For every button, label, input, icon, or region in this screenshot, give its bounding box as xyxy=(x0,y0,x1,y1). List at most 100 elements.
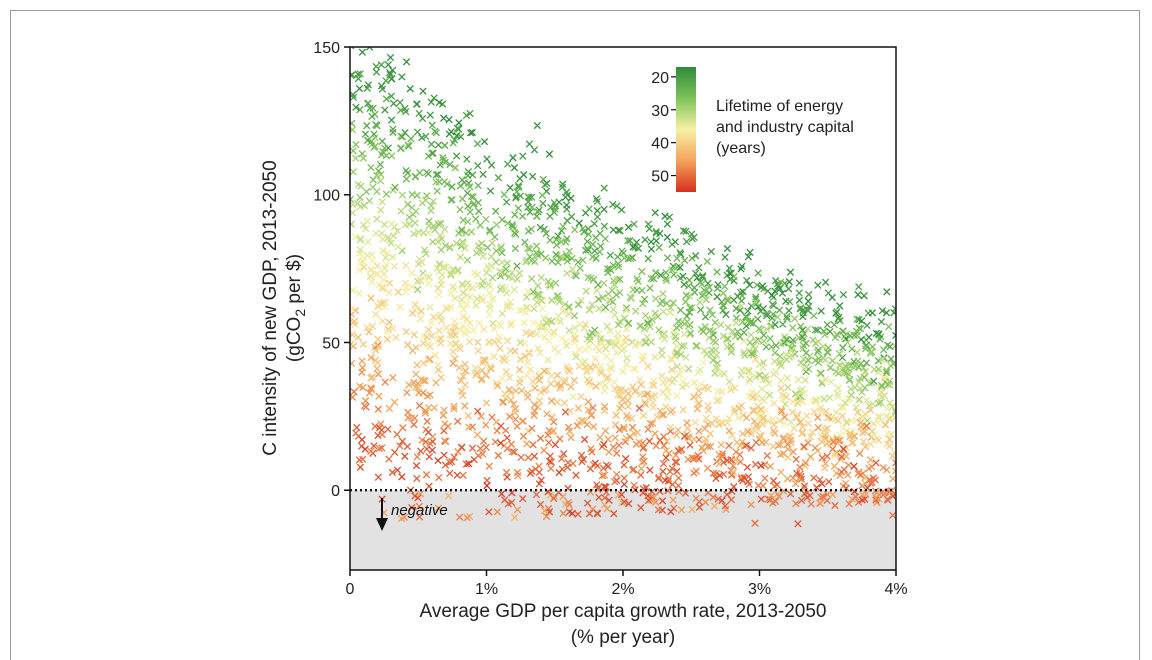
scatter-marker-group xyxy=(353,180,720,354)
scatter-marker-group xyxy=(350,47,822,321)
scatter-marker-group xyxy=(434,111,807,341)
scatter-marker-group xyxy=(463,189,717,339)
scatter-marker-group xyxy=(627,414,636,423)
scatter-marker-group xyxy=(356,106,884,343)
scatter-marker-group xyxy=(490,352,591,375)
scatter-marker-group xyxy=(389,128,807,334)
scatter-marker-group xyxy=(461,367,693,443)
scatter-marker-group xyxy=(842,391,889,427)
scatter-marker-group xyxy=(570,312,894,386)
scatter-marker-group xyxy=(371,133,853,378)
scatter-marker-group xyxy=(480,325,559,353)
scatter-marker-group xyxy=(523,348,625,400)
scatter-marker-group xyxy=(360,263,839,460)
scatter-marker-group xyxy=(780,419,789,428)
scatter-marker-group xyxy=(368,278,847,432)
scatter-marker-group xyxy=(637,469,718,479)
scatter-marker-group xyxy=(428,446,667,505)
scatter-marker-group xyxy=(401,221,617,314)
scatter-marker-group xyxy=(447,303,742,422)
scatter-marker-group xyxy=(402,261,896,422)
scatter-marker-group xyxy=(367,384,891,474)
scatter-marker-group xyxy=(487,365,641,437)
scatter-marker-group xyxy=(693,324,835,372)
scatter-marker-group xyxy=(372,310,733,423)
scatter-marker-group xyxy=(418,114,772,295)
scatter-marker-group xyxy=(393,466,738,502)
scatter-marker-group xyxy=(463,514,471,522)
scatter-marker-group xyxy=(387,75,396,83)
scatter-marker-group xyxy=(486,300,878,439)
scatter-marker-group xyxy=(600,184,608,192)
scatter-marker-group xyxy=(453,124,844,325)
scatter-marker-group xyxy=(380,220,770,384)
scatter-marker-group xyxy=(352,154,896,416)
scatter-marker-group xyxy=(489,295,883,420)
scatter-marker-group xyxy=(435,178,785,321)
scatter-marker-group xyxy=(389,66,771,320)
scatter-marker-group xyxy=(548,413,556,421)
y-tick-label: 150 xyxy=(313,40,340,57)
scatter-marker-group xyxy=(556,317,565,326)
scatter-marker-group xyxy=(437,219,820,356)
scatter-marker-group xyxy=(612,335,621,343)
scatter-marker-group xyxy=(398,437,407,445)
scatter-marker-group xyxy=(694,451,702,460)
scatter-marker-group xyxy=(423,192,862,365)
scatter-marker-group xyxy=(592,343,601,351)
scatter-marker-group xyxy=(455,125,715,256)
scatter-marker-group xyxy=(422,239,785,348)
scatter-marker-group xyxy=(356,236,894,403)
scatter-marker-group xyxy=(716,418,724,426)
scatter-marker-group xyxy=(675,474,777,507)
scatter-marker-group xyxy=(504,219,550,262)
scatter-marker-group xyxy=(508,440,675,516)
colorbar-tick-label: 40 xyxy=(651,136,669,153)
scatter-marker-group xyxy=(477,376,649,407)
scatter-marker-group xyxy=(356,193,823,363)
scatter-marker-group xyxy=(371,142,706,327)
scatter-points xyxy=(350,47,896,528)
scatter-marker-group xyxy=(473,295,651,341)
scatter-marker-group xyxy=(364,238,671,402)
scatter-marker-group xyxy=(365,47,803,321)
scatter-marker-group xyxy=(555,468,563,477)
scatter-marker-group xyxy=(354,70,871,330)
scatter-marker-group xyxy=(865,464,873,473)
scatter-marker-group xyxy=(595,305,720,372)
scatter-marker-group xyxy=(352,429,831,492)
scatter-marker-group xyxy=(361,445,369,453)
scatter-marker-group xyxy=(615,441,779,490)
scatter-marker-group xyxy=(552,235,605,261)
scatter-marker-group xyxy=(412,435,726,505)
scatter-marker-group xyxy=(669,496,677,504)
scatter-marker-group xyxy=(783,336,791,344)
scatter-marker-group xyxy=(532,242,877,357)
scatter-marker-group xyxy=(672,451,680,459)
scatter-marker-group xyxy=(358,48,891,325)
scatter-marker-group xyxy=(373,215,469,252)
colorbar-title-line1: Lifetime of energy xyxy=(716,98,843,115)
scatter-marker-group xyxy=(491,426,698,477)
scatter-marker-group xyxy=(356,70,722,293)
scatter-marker-group xyxy=(382,77,847,362)
scatter-marker-group xyxy=(440,225,732,351)
scatter-marker-group xyxy=(600,279,608,287)
scatter-marker-group xyxy=(350,119,603,303)
scatter-marker-group xyxy=(430,94,750,330)
scatter-marker-group xyxy=(791,479,800,488)
scatter-marker-group xyxy=(766,322,774,331)
scatter-marker-group xyxy=(518,212,527,221)
scatter-marker-group xyxy=(544,338,878,440)
scatter-marker-group xyxy=(375,424,802,528)
scatter-marker-group xyxy=(358,435,752,486)
scatter-marker-group xyxy=(421,377,429,385)
scatter-marker-group xyxy=(567,213,576,221)
negative-label: negative xyxy=(391,502,448,519)
scatter-marker-group xyxy=(468,423,698,463)
scatter-marker-group xyxy=(596,248,795,352)
scatter-marker-group xyxy=(503,454,866,504)
scatter-marker-group xyxy=(483,482,491,490)
scatter-marker-group xyxy=(589,422,895,496)
scatter-marker-group xyxy=(355,289,363,298)
